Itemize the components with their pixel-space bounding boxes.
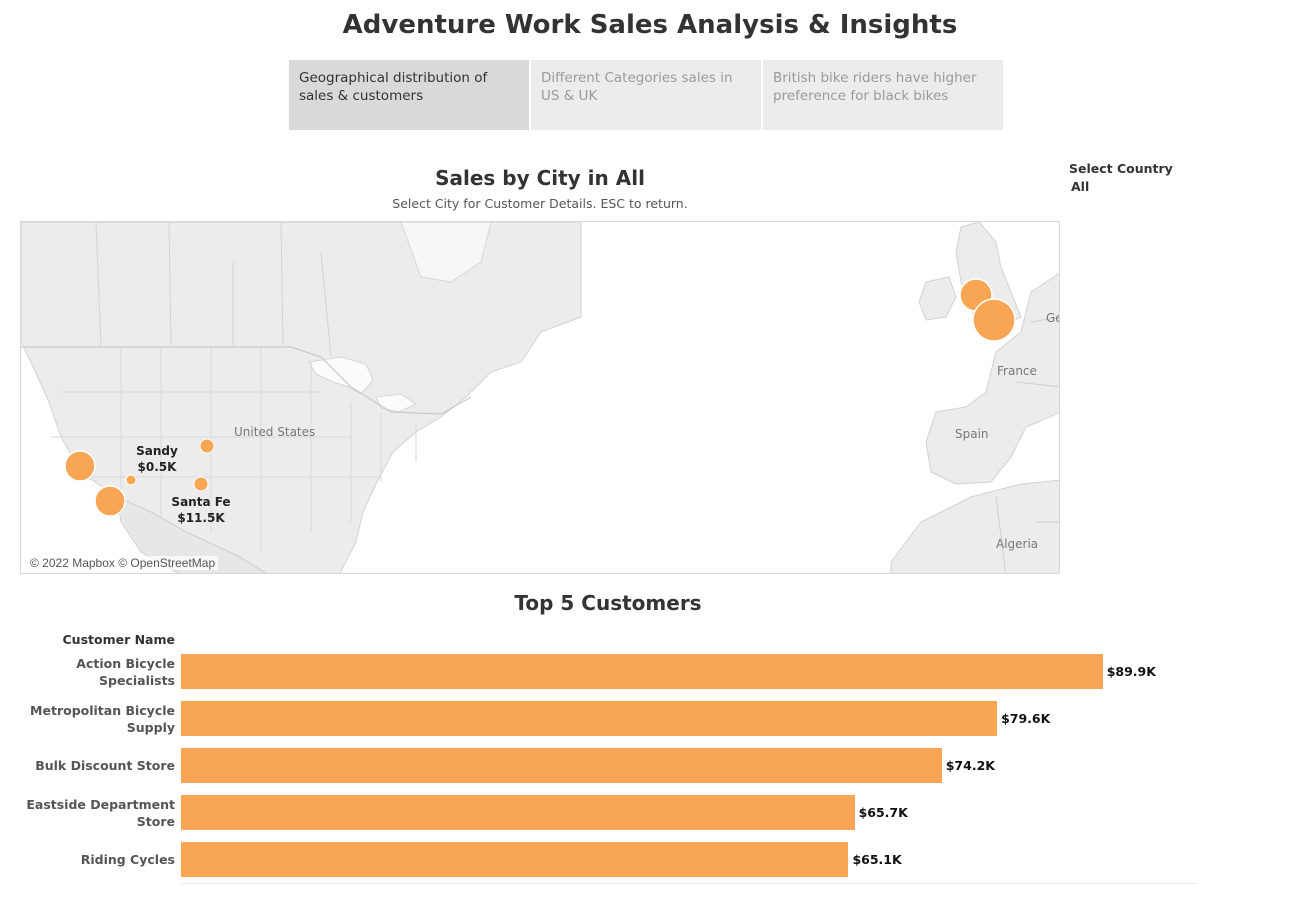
customer-bar[interactable] — [181, 654, 1103, 689]
country-filter-label: Select Country — [1069, 161, 1173, 176]
customer-label: Action Bicycle Specialists — [76, 655, 175, 688]
city-name: Sandy — [136, 444, 178, 458]
bar-value-label: $79.6K — [1001, 711, 1051, 726]
customer-label: Metropolitan Bicycle Supply — [30, 702, 175, 735]
map-background — [21, 222, 1059, 573]
city-label-santa-fe: Santa Fe $11.5K — [166, 494, 236, 526]
chart-baseline — [181, 883, 1196, 884]
label-united-states: United States — [234, 425, 316, 439]
map-title: Sales by City in All — [435, 166, 645, 190]
marker-uk-city — [972, 298, 1016, 342]
bar-value-label: $74.2K — [945, 758, 995, 773]
customer-bar[interactable] — [181, 748, 942, 783]
label-spain: Spain — [955, 427, 989, 441]
label-france: France — [997, 364, 1037, 378]
customer-label: Bulk Discount Store — [35, 758, 175, 773]
marker-santa-fe — [193, 476, 209, 492]
top-customers-title: Top 5 Customers — [514, 591, 702, 615]
city-value: $0.5K — [137, 460, 177, 474]
marker-los-angeles — [64, 450, 96, 482]
customer-label: Eastside Department Store — [26, 796, 175, 829]
customer-bar[interactable] — [181, 795, 855, 830]
city-label-sandy: Sandy $0.5K — [129, 443, 185, 475]
label-algeria: Algeria — [996, 537, 1039, 551]
sales-map[interactable]: United States France Spain Algeria Ge Sa… — [20, 221, 1060, 574]
city-name: Santa Fe — [171, 495, 231, 509]
bar-value-label: $89.9K — [1106, 664, 1156, 679]
city-value: $11.5K — [177, 511, 225, 525]
story-tabs: Geographical distribution of sales & cus… — [289, 60, 1003, 130]
marker-sandy — [125, 474, 137, 486]
city-markers[interactable] — [64, 278, 1016, 517]
customer-name-header: Customer Name — [62, 632, 176, 647]
map-attribution[interactable]: © 2022 Mapbox © OpenStreetMap — [27, 556, 219, 570]
bar-value-label: $65.1K — [852, 852, 902, 867]
map-subtitle: Select City for Customer Details. ESC to… — [392, 196, 688, 211]
customer-bar[interactable] — [181, 701, 998, 736]
tab-geographical-distribution[interactable]: Geographical distribution of sales & cus… — [289, 60, 529, 130]
marker-denver — [199, 438, 215, 454]
dashboard-title: Adventure Work Sales Analysis & Insights — [342, 10, 958, 40]
country-filter-value[interactable]: All — [1071, 179, 1090, 194]
tab-categories-sales[interactable]: Different Categories sales in US & UK — [531, 60, 761, 130]
customer-bar[interactable] — [181, 842, 849, 877]
tab-black-bikes-preference[interactable]: British bike riders have higher preferen… — [763, 60, 1003, 130]
bar-value-label: $65.7K — [858, 805, 908, 820]
customer-label: Riding Cycles — [80, 852, 175, 867]
label-germany: Ge — [1046, 311, 1059, 325]
marker-san-diego — [94, 485, 126, 517]
